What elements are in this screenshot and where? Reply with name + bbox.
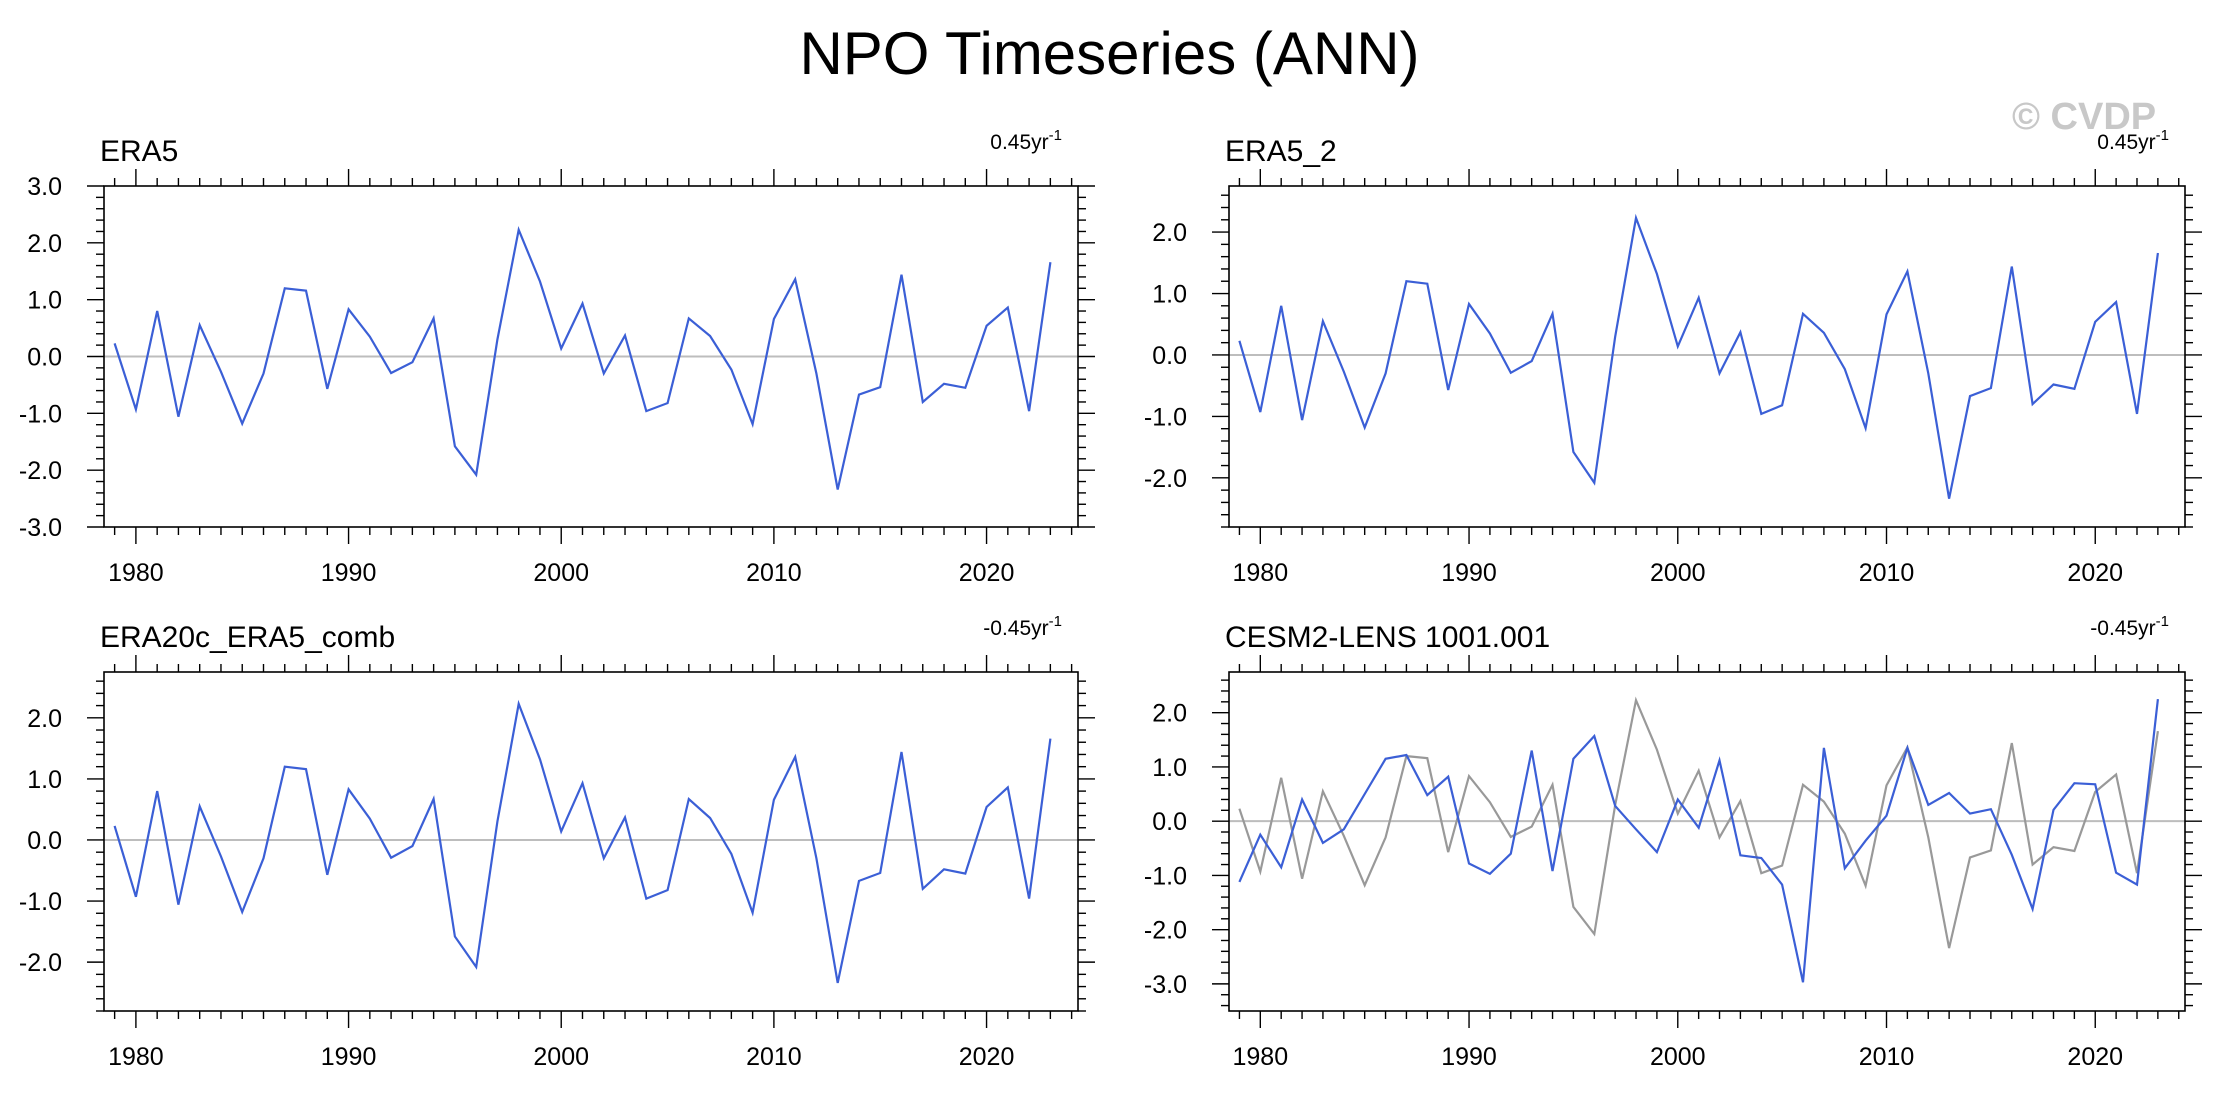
series-line-2 [1238,698,2159,983]
chart-panel-3: 1980 1990 2000 2010 2020 -2.0 -1.0 0.0 1.0 2.0 ERA… [19,613,1095,1071]
y-tick-label: 0.0 [27,344,62,372]
x-tick-label: 2000 [533,559,589,587]
y-tick-label: -2.0 [1144,465,1187,493]
y-tick-label: 1.0 [1152,754,1187,782]
x-tick-label: 2010 [746,559,802,587]
series-line-1 [113,699,1052,984]
x-tick-label: 1980 [1232,559,1288,587]
y-tick-label: -2.0 [19,949,62,977]
x-tick-label: 1980 [108,1043,164,1071]
y-tick-label: 0.0 [27,827,62,855]
y-tick-label: 2.0 [1152,219,1187,247]
trend-label: -0.45yr-1 [983,613,1062,640]
y-tick-label: 1.0 [1152,281,1187,309]
x-tick-label: 2000 [1650,559,1706,587]
chart-panel-1: 1980 1990 2000 2010 2020 -3.0 -2.0 -1.0 0.0 1.0 2.… [19,127,1095,587]
x-tick-label: 1990 [1441,559,1497,587]
panel-title: ERA20c_ERA5_comb [100,621,395,654]
trend-exponent: -1 [2156,127,2169,144]
chart-panel-2: 1980 1990 2000 2010 2020 -2.0 -1.0 0.0 1.0 2.0 ERA… [1144,127,2202,587]
y-tick-label: -2.0 [1144,917,1187,945]
x-tick-label: 2000 [1650,1043,1706,1071]
series-line-1 [113,225,1052,490]
trend-exponent: -1 [1049,613,1062,630]
page-title: NPO Timeseries (ANN) [799,20,1420,87]
trend-exponent: -1 [1049,127,1062,144]
trend-exponent: -1 [2156,613,2169,630]
chart-panel-4: 1980 1990 2000 2010 2020 -3.0 -2.0 -1.0 0.0 1.0 2.… [1144,613,2202,1071]
y-tick-label: -1.0 [1144,862,1187,890]
plot-frame [1228,671,2186,1012]
x-tick-label: 2010 [1859,1043,1915,1071]
x-tick-label: 2010 [1859,559,1915,587]
y-tick-label: 2.0 [27,230,62,258]
y-tick-label: -1.0 [1144,403,1187,431]
x-tick-label: 2000 [533,1043,589,1071]
y-tick-label: -2.0 [19,457,62,485]
x-tick-label: 1980 [108,559,164,587]
trend-label: 0.45yr-1 [2097,127,2169,154]
trend-label: 0.45yr-1 [990,127,1062,154]
x-tick-label: 2020 [2067,559,2123,587]
x-tick-label: 1980 [1232,1043,1288,1071]
y-tick-label: 2.0 [1152,700,1187,728]
panel-title: ERA5_2 [1225,135,1337,168]
plot-frame [1228,185,2186,528]
trend-label: -0.45yr-1 [2090,613,2169,640]
cvdp-watermark: © CVDP [2012,96,2157,138]
y-tick-label: -1.0 [19,888,62,916]
y-tick-label: 0.0 [1152,808,1187,836]
y-tick-label: 2.0 [27,705,62,733]
x-tick-label: 1990 [321,1043,377,1071]
y-tick-label: 1.0 [27,766,62,794]
x-tick-label: 2010 [746,1043,802,1071]
series-line-1 [1238,213,2159,499]
x-tick-label: 1990 [1441,1043,1497,1071]
series-line-1 [1238,696,2159,949]
y-tick-label: 3.0 [27,173,62,201]
y-tick-label: -3.0 [19,514,62,542]
x-tick-label: 1990 [321,559,377,587]
y-tick-label: 1.0 [27,287,62,315]
x-tick-label: 2020 [2067,1043,2123,1071]
y-tick-label: -3.0 [1144,971,1187,999]
y-tick-label: 0.0 [1152,342,1187,370]
x-tick-label: 2020 [959,559,1015,587]
panel-title: ERA5 [100,135,178,168]
y-tick-label: -1.0 [19,400,62,428]
plot-frame [103,671,1079,1012]
panel-title: CESM2-LENS 1001.001 [1225,621,1550,654]
x-tick-label: 2020 [959,1043,1015,1071]
